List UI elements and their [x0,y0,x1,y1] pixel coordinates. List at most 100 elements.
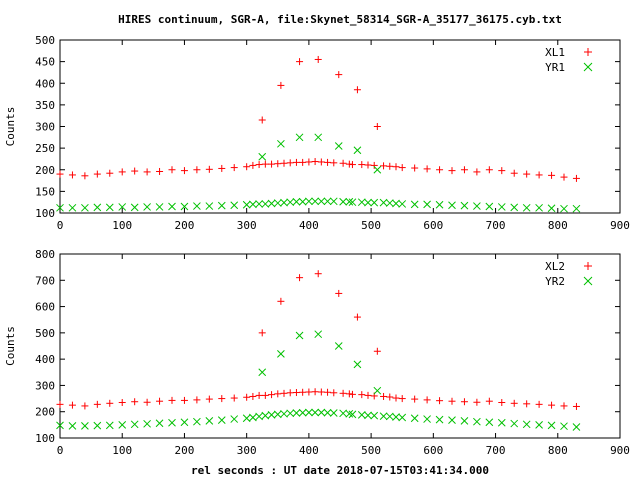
data-point [143,398,151,406]
data-point [277,350,285,358]
data-point [298,408,307,417]
marker-d2 [258,152,267,161]
data-point [370,161,378,169]
data-point [498,399,506,407]
data-point [258,329,266,337]
data-point [411,164,419,172]
marker-d2 [130,203,139,212]
data-point [348,161,356,169]
marker-d2 [317,408,326,417]
data-point [268,160,276,168]
data-point [411,395,419,403]
marker-d2 [435,200,444,209]
x-tick-label: 0 [57,219,64,232]
marker-d2 [205,417,214,425]
marker-d2 [448,416,456,424]
data-point [255,391,263,399]
data-point [339,389,347,397]
data-point [373,347,381,355]
data-point [497,203,506,211]
data-point [118,399,126,407]
data-point [339,409,347,418]
data-point [548,171,556,179]
data-point [277,139,285,148]
marker-d2 [329,197,338,206]
data-point [385,199,394,207]
marker-d2 [522,203,531,212]
data-point [485,418,494,427]
data-point [118,203,127,211]
data-point [345,409,354,418]
data-point [385,412,394,421]
data-point [218,164,226,172]
data-point [168,418,176,427]
data-point [311,158,319,166]
data-point [510,203,519,212]
data-point [292,197,301,206]
data-point [143,203,151,211]
data-point [373,165,382,174]
marker-d2 [410,200,419,209]
x-tick-label: 400 [299,219,319,232]
data-point [311,408,319,417]
data-point [93,170,101,178]
x-axis-label: rel seconds : UT date 2018-07-15T03:41:3… [191,464,489,477]
marker-d2 [460,201,469,210]
marker-d2 [485,418,494,427]
data-point [386,393,394,401]
data-point [510,399,518,407]
data-point [311,388,319,396]
marker-d2 [193,202,201,210]
marker-d2 [572,204,581,213]
plot-frame [59,253,621,439]
data-point [460,166,468,174]
data-point [81,172,89,180]
marker-d2 [364,198,372,207]
marker-d2 [93,421,102,430]
data-point [547,421,556,430]
data-point [81,402,89,410]
data-point [324,158,332,166]
data-point [523,400,531,408]
data-point [193,396,201,404]
data-point [373,123,381,130]
data-point [392,413,400,421]
marker-d2 [379,198,388,207]
data-point [314,330,323,339]
data-point [261,160,269,168]
legend-marker [583,276,593,286]
x-tick-label: 200 [175,219,195,232]
marker-d2 [105,421,114,430]
marker-d2 [329,409,338,417]
data-point [460,201,469,210]
data-point [392,199,400,208]
data-point [180,396,188,404]
data-point [379,412,388,421]
data-point [380,162,388,170]
marker-d2 [560,422,568,431]
x-tick-label: 500 [361,444,381,457]
marker-d2 [364,411,372,420]
data-point [364,391,372,399]
data-point [243,393,251,401]
y-tick-label: 300 [35,379,55,392]
data-point [155,203,164,211]
marker-d2 [410,414,419,423]
data-point [68,171,76,179]
data-point [305,158,313,166]
marker-d2 [298,408,307,417]
marker-d2 [217,416,226,424]
data-point [473,168,481,176]
data-point [460,398,468,406]
data-point [168,396,176,404]
marker-d2 [286,198,295,207]
data-point [249,392,257,400]
marker-d2 [572,423,581,431]
legend-label: XL2 [545,260,565,273]
marker-d2 [168,202,176,211]
data-point [345,390,353,398]
data-point [230,394,238,402]
x-tick-label: 700 [486,219,506,232]
data-point [345,197,354,206]
data-point [131,167,139,175]
